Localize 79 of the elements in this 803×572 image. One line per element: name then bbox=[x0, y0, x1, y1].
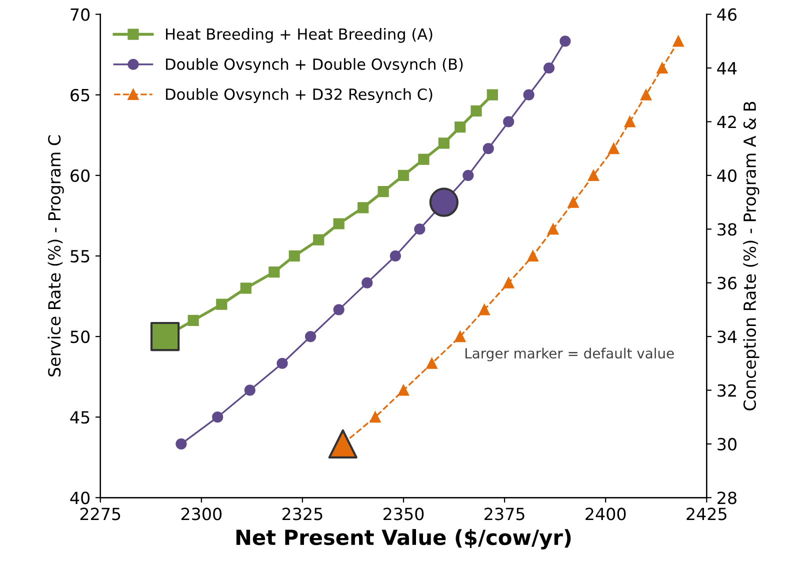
point bbox=[268, 266, 280, 278]
x-tick-label: 2425 bbox=[686, 508, 726, 520]
point bbox=[486, 89, 498, 100]
y2-tick-label: 36 bbox=[718, 276, 737, 290]
y2-tick-label: 32 bbox=[718, 384, 736, 397]
y-tick-label: 70 bbox=[70, 8, 90, 21]
point bbox=[429, 188, 459, 217]
y-axis-title: Service Rate (%) - Program C bbox=[48, 135, 64, 376]
point bbox=[470, 105, 482, 117]
x-tick-label: 2400 bbox=[586, 508, 626, 520]
y2-tick-label: 28 bbox=[718, 492, 736, 504]
point bbox=[454, 330, 466, 342]
point bbox=[288, 250, 300, 262]
point bbox=[370, 412, 381, 423]
point bbox=[304, 330, 316, 342]
x-tick-label: 2300 bbox=[181, 508, 222, 520]
x-tick-label: 2325 bbox=[282, 508, 322, 520]
point bbox=[362, 277, 373, 288]
point bbox=[390, 250, 401, 262]
point bbox=[503, 277, 514, 288]
point bbox=[398, 384, 410, 396]
y2-tick-label: 44 bbox=[717, 62, 737, 74]
point bbox=[333, 218, 344, 230]
y2-tick-label: 46 bbox=[717, 8, 737, 21]
y-tick-label: 40 bbox=[70, 492, 90, 504]
point bbox=[523, 89, 534, 100]
point bbox=[624, 116, 636, 128]
point bbox=[244, 384, 256, 396]
point bbox=[358, 202, 369, 214]
point bbox=[333, 304, 344, 316]
x-tick-label: 2275 bbox=[80, 508, 120, 520]
point bbox=[640, 89, 652, 100]
point bbox=[438, 138, 450, 149]
y-tick-label: 55 bbox=[70, 250, 90, 263]
point bbox=[478, 304, 490, 316]
point bbox=[426, 358, 438, 369]
legend-label: Double Ovsynch + D32 Resynch C) bbox=[166, 88, 432, 103]
point bbox=[398, 170, 410, 181]
point bbox=[547, 224, 559, 235]
y2-tick-label: 40 bbox=[717, 169, 736, 182]
point bbox=[568, 196, 579, 208]
point bbox=[216, 298, 228, 310]
point bbox=[608, 143, 620, 154]
y-tick-label: 65 bbox=[70, 88, 90, 102]
y-tick-label: 60 bbox=[70, 169, 90, 182]
y2-tick-label: 42 bbox=[717, 116, 736, 128]
y-tick-label: 50 bbox=[70, 330, 90, 344]
point bbox=[212, 412, 224, 423]
y2-tick-label: 34 bbox=[718, 330, 737, 344]
point bbox=[328, 429, 358, 459]
legend-label: Double Ovsynch + Double Ovsynch (B) bbox=[166, 58, 463, 73]
point bbox=[276, 358, 288, 369]
point bbox=[656, 62, 668, 74]
point bbox=[150, 322, 180, 352]
point bbox=[672, 36, 684, 47]
point bbox=[560, 36, 571, 47]
point bbox=[188, 314, 199, 326]
x-tick-label: 2350 bbox=[384, 508, 424, 520]
y2-tick-label: 38 bbox=[718, 223, 736, 236]
y-tick-label: 45 bbox=[70, 411, 90, 424]
annotation: Larger marker = default value bbox=[465, 348, 674, 362]
legend-label: Heat Breeding + Heat Breeding (A) bbox=[166, 28, 432, 43]
point bbox=[418, 154, 430, 165]
point bbox=[176, 438, 187, 450]
point bbox=[462, 170, 474, 181]
y2-axis-title: Conception Rate (%) - Program A & B bbox=[743, 102, 760, 410]
x-axis-title: Net Present Value ($/cow/yr) bbox=[236, 529, 571, 550]
point bbox=[482, 143, 494, 154]
point bbox=[454, 122, 466, 133]
point bbox=[414, 224, 426, 235]
point bbox=[313, 234, 324, 246]
y2-tick-label: 30 bbox=[718, 438, 736, 451]
point bbox=[588, 170, 600, 181]
point bbox=[378, 186, 389, 198]
point bbox=[503, 116, 514, 128]
point bbox=[240, 282, 252, 294]
x-tick-label: 2375 bbox=[484, 508, 524, 520]
point bbox=[543, 62, 555, 74]
point bbox=[527, 250, 538, 262]
